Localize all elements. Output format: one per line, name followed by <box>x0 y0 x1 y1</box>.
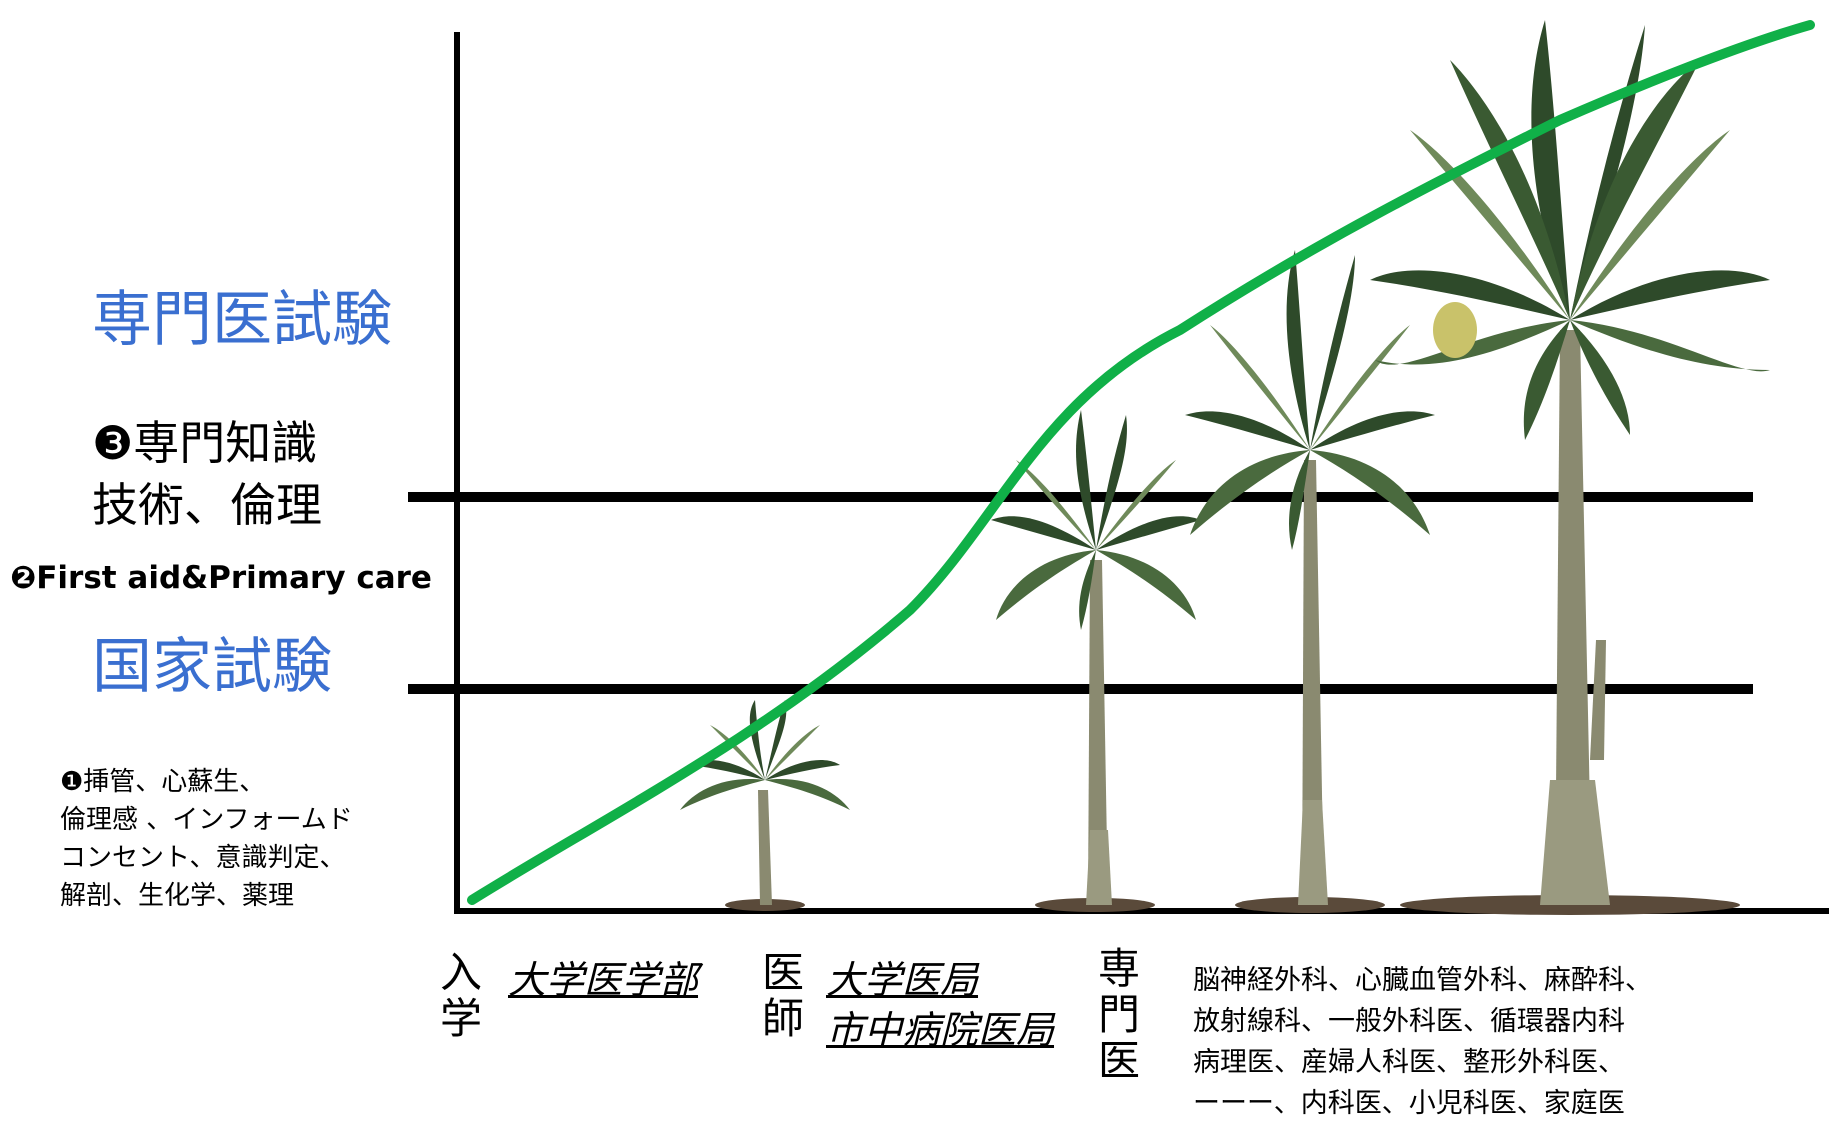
stage-city-hospital-office: 市中病院医局 <box>826 1008 1055 1052</box>
specialty-line: 脳神経外科、心臓血管外科、麻酔科、 <box>1193 965 1652 996</box>
basic-skills-line: 解剖、生化学、薬理 <box>60 881 295 911</box>
specialist-knowledge-label: ❸専門知識 <box>92 416 318 470</box>
specialty-line: 病理医、産婦人科医、整形外科医、 <box>1193 1047 1625 1078</box>
specialty-list: 脳神経外科、心臓血管外科、麻酔科、 放射線科、一般外科医、循環器内科 病理医、産… <box>1193 960 1652 1124</box>
stage-doctor: 医師 <box>761 948 804 1043</box>
specialist-exam-label: 専門医試験 <box>92 285 392 355</box>
basic-skills-list: ❶挿管、心蘇生、 倫理感 、インフォームド コンセント、意識判定、 解剖、生化学… <box>60 763 353 915</box>
stage-medical-school: 大学医学部 <box>508 958 699 1002</box>
primary-care-label: ❷First aid&Primary care <box>10 560 432 596</box>
basic-skills-line: ❶挿管、心蘇生、 <box>60 767 266 797</box>
technique-ethics-label: 技術、倫理 <box>92 478 322 532</box>
palm-tree-icon <box>1370 20 1770 915</box>
basic-skills-line: 倫理感 、インフォームド <box>60 805 353 835</box>
national-exam-label: 国家試験 <box>92 632 332 702</box>
palm-tree-icon <box>991 410 1201 912</box>
stage-admission: 入学 <box>439 948 482 1043</box>
specialty-line: ーーー、内科医、小児科医、家庭医 <box>1193 1088 1625 1119</box>
palm-tree-icon <box>1185 250 1435 913</box>
palm-tree-icon <box>680 700 850 911</box>
stage-university-office: 大学医局 <box>826 958 979 1002</box>
stage-specialist: 専門医 <box>1097 944 1140 1085</box>
growth-curve <box>467 20 1815 905</box>
basic-skills-line: コンセント、意識判定、 <box>60 843 346 873</box>
specialty-line: 放射線科、一般外科医、循環器内科 <box>1193 1006 1625 1037</box>
